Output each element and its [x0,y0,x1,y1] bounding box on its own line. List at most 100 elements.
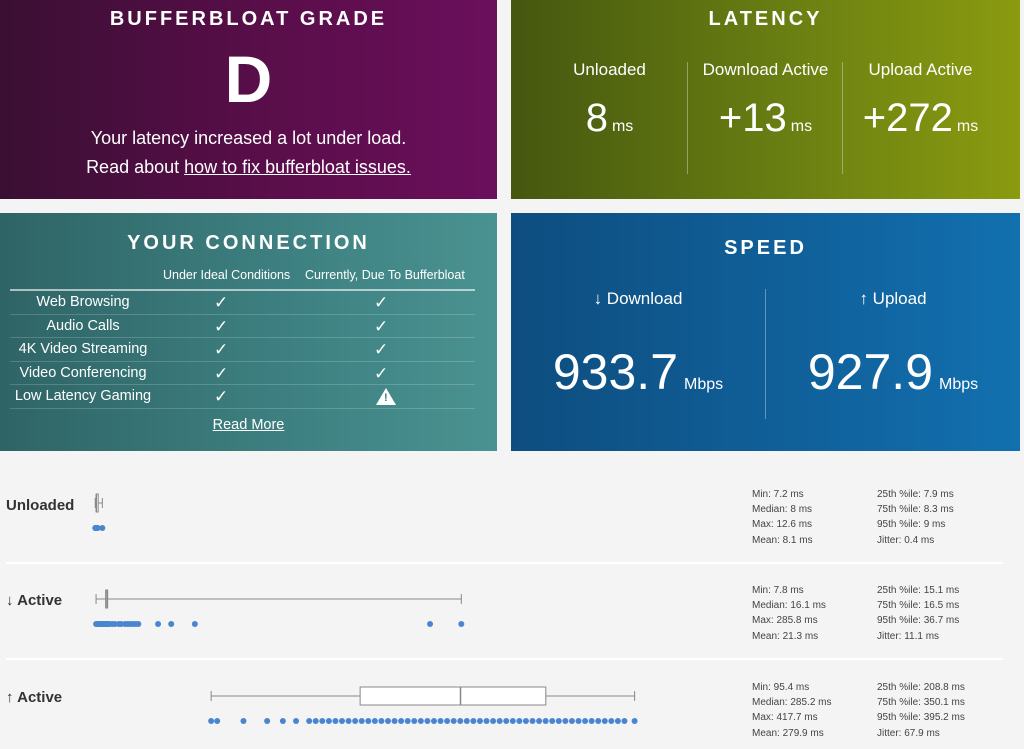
check-icon: ✓ [374,340,389,360]
sample-point [417,718,424,724]
unloaded-stats-row: Unloaded Min: 7.2 ms Median: 8 ms Max: 1… [0,470,1024,565]
row-separator [6,562,1003,564]
upload-active-label: ↑ Active [6,689,63,706]
sample-point [555,718,562,724]
sample-point [306,718,313,724]
download-stats-right: 25th %ile: 15.1 ms 75th %ile: 16.5 ms 95… [877,583,959,644]
check-icon: ✓ [214,340,229,360]
sample-point [424,718,431,724]
sample-point [325,718,332,724]
download-stats-left: Min: 7.8 ms Median: 16.1 ms Max: 285.8 m… [752,583,826,644]
sample-point [293,718,300,724]
speed-panel: SPEED ↓ Download 933.7 Mbps ↑ Upload 927.… [511,213,1020,451]
sample-point [430,718,437,724]
sample-point [319,718,326,724]
table-row: Video Conferencing ✓ ✓ [10,362,475,386]
sample-point [279,718,286,724]
stat-max: Max: 285.8 ms [752,615,818,627]
sample-point [496,718,503,724]
column-header-ideal: Under Ideal Conditions [163,268,291,282]
table-row: 4K Video Streaming ✓ ✓ [10,338,475,362]
download-active-stats-row: ↓ Active Min: 7.8 ms Median: 16.1 ms Max… [0,566,1024,661]
sample-point [509,718,516,724]
row-name: Audio Calls [46,317,120,334]
read-more-link[interactable]: Read More [212,417,285,433]
sample-point [312,718,319,724]
sample-point [214,718,221,724]
sample-point [240,718,247,724]
sample-point [522,718,529,724]
stat-jitter: Jitter: 11.1 ms [877,630,940,642]
stat-min: Min: 95.4 ms [752,682,810,693]
stat-jitter: Jitter: 67.9 ms [877,727,940,739]
upload-label: ↑ Upload [859,289,927,308]
sample-point [608,718,615,724]
sample-point [437,718,444,724]
stat-min: Min: 7.2 ms [752,489,804,500]
sample-point [490,718,497,724]
sample-point [575,718,582,724]
download-label: ↓ Download [593,289,683,308]
stat-p75: 75th %ile: 8.3 ms [877,504,954,516]
grade-title: BUFFERBLOAT GRADE [109,8,388,30]
stat-p25: 25th %ile: 7.9 ms [877,489,954,500]
unloaded-box-plot [92,493,106,531]
table-row: Low Latency Gaming ✓ ! [10,385,475,409]
sample-point [332,718,339,724]
sample-point [476,718,483,724]
latency-upload-value: +272 [862,96,953,140]
sample-point [391,718,398,724]
sample-point [444,718,451,724]
latency-panel: LATENCY Unloaded 8 ms Download Active +13… [511,0,1020,199]
latency-unloaded-label: Unloaded [573,60,646,79]
sample-point [529,718,536,724]
stat-median: Median: 16.1 ms [752,600,826,612]
sample-point [516,718,523,724]
latency-upload-unit: ms [956,118,979,135]
sample-point [358,718,365,724]
read-more: Read More [0,417,497,433]
unloaded-label: Unloaded [6,497,75,514]
fix-bufferbloat-link[interactable]: how to fix bufferbloat issues. [184,157,411,177]
stat-median: Median: 8 ms [752,504,813,516]
sample-point [483,718,490,724]
your-connection-panel: YOUR CONNECTION Under Ideal Conditions C… [0,213,497,451]
check-icon: ✓ [214,363,229,383]
check-icon: ✓ [374,316,389,336]
column-header-current: Currently, Due To Bufferbloat [305,268,465,282]
row-name: Web Browsing [36,294,130,310]
speed-divider [765,289,766,419]
upload-box-plot [208,686,638,724]
latency-download-value: +13 [718,96,787,140]
latency-unloaded: Unloaded 8 ms [532,60,687,138]
warning-icon: ! [376,387,396,408]
stat-p75: 75th %ile: 350.1 ms [877,697,965,709]
sample-point [371,718,378,724]
download-active-label: ↓ Active [6,592,63,609]
connection-title: YOUR CONNECTION [127,232,370,254]
sample-point [621,718,628,724]
latency-download-label: Download Active [702,60,829,79]
bufferbloat-grade-panel: BUFFERBLOAT GRADE D Your latency increas… [0,0,497,199]
sample-point [536,718,543,724]
stat-p25: 25th %ile: 15.1 ms [877,585,960,596]
stat-min: Min: 7.8 ms [752,585,804,596]
read-about-prefix: Read about [86,157,185,177]
download-unit: Mbps [684,376,724,393]
speed-title: SPEED [724,237,807,259]
latency-upload-label: Upload Active [868,60,973,79]
row-name: 4K Video Streaming [18,341,148,358]
sample-point [470,718,477,724]
sample-point [549,718,556,724]
sample-point [458,621,465,627]
sample-point [345,718,352,724]
sample-point [411,718,418,724]
latency-divider [687,62,688,174]
stat-p25: 25th %ile: 208.8 ms [877,682,965,693]
sample-point [339,718,346,724]
check-icon: ✓ [214,293,229,312]
sample-point [595,718,602,724]
stat-max: Max: 417.7 ms [752,712,818,724]
latency-download-active: Download Active +13 ms [688,60,843,138]
sample-point [135,621,142,627]
